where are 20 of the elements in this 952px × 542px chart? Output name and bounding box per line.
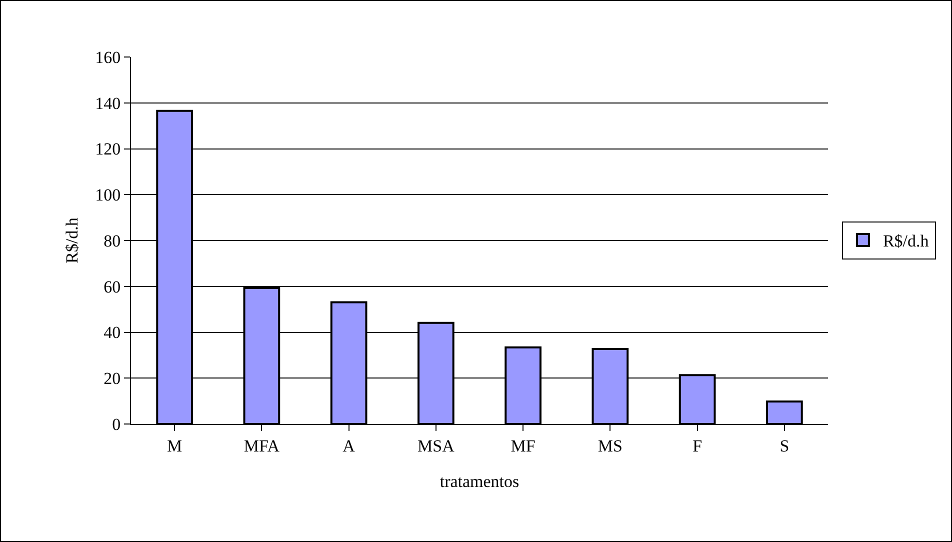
x-tick-label: MF [510,436,536,456]
y-tick-label: 120 [95,140,121,159]
y-tick-label: 20 [104,369,121,388]
x-tick-label: F [692,436,702,456]
x-axis-title: tratamentos [440,472,520,491]
x-tick-label: MFA [244,436,280,456]
y-axis-title: R$/d.h [62,217,82,264]
x-tick-label: A [342,436,356,456]
y-tick-label: 140 [95,94,121,113]
y-tick-label: 80 [104,231,121,250]
y-tick-label: 60 [104,277,121,296]
y-tick-label: 160 [95,48,121,67]
x-tick-label: MSA [418,436,456,456]
x-tick-label: M [166,436,182,456]
x-tick-label: MS [598,436,622,456]
x-tick-label: S [780,436,790,456]
y-tick-label: 100 [95,186,121,205]
y-tick-label: 40 [104,323,121,342]
legend-label: R$/d.h [882,232,930,251]
y-tick-label: 0 [112,414,121,434]
